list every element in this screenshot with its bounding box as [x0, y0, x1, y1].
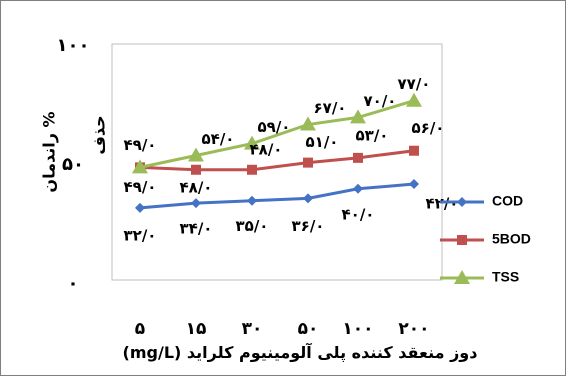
series-layer — [132, 92, 422, 213]
data-label: ۵۶/۰ — [412, 119, 445, 137]
data-point — [457, 235, 467, 245]
data-point — [454, 270, 470, 284]
data-label: ۵۱/۰ — [306, 133, 339, 151]
data-point — [191, 198, 201, 209]
data-labels: ۳۲/۰ ۳۴/۰ ۳۵/۰ ۳۶/۰ ۴۰/۰ ۴۲/۰ ۴۹/۰ ۴۸/۰ ۴۸/۰ ۵۱/۰… — [124, 75, 459, 244]
data-label: ۶۷/۰ — [314, 99, 347, 117]
x-tick-label: ۵۰ — [298, 319, 319, 339]
legend-label: COD — [492, 193, 523, 209]
data-label: ۴۰/۰ — [342, 205, 375, 223]
data-point — [132, 159, 148, 174]
data-label: ۳۴/۰ — [180, 220, 213, 238]
data-label: ۴۹/۰ — [124, 178, 157, 196]
data-label: ۳۲/۰ — [124, 226, 157, 244]
legend-label: 5BOD — [492, 231, 531, 247]
data-point — [191, 164, 201, 175]
data-label: ۴۲/۰ — [426, 195, 459, 213]
y-tick-label: ۰ — [68, 273, 79, 294]
data-label: ۷۰/۰ — [364, 92, 397, 110]
data-label: ۴۹/۰ — [124, 136, 157, 154]
x-axis-ticks: ۵ ۱۵ ۳۰ ۵۰ ۱۰۰ ۲۰۰ — [135, 319, 430, 339]
y-axis-title-line1: % راندمان — [40, 111, 59, 192]
x-tick-label: ۵ — [135, 319, 145, 339]
x-tick-label: ۱۵ — [186, 319, 207, 339]
data-label: ۷۷/۰ — [398, 75, 431, 93]
series-line — [139, 182, 415, 210]
legend-item-tss: TSS — [440, 269, 519, 285]
data-point — [457, 197, 467, 207]
data-label: ۳۶/۰ — [292, 217, 325, 235]
data-point — [303, 193, 313, 204]
data-point — [247, 164, 257, 175]
legend: COD 5BOD TSS — [440, 193, 531, 285]
data-label: ۴۸/۰ — [250, 140, 283, 158]
data-point — [188, 147, 204, 162]
plot-area — [111, 43, 443, 281]
data-point — [353, 183, 363, 194]
x-tick-label: ۳۰ — [242, 319, 263, 339]
x-tick-label: ۲۰۰ — [398, 319, 429, 339]
data-point — [353, 152, 363, 163]
legend-item-cod: COD — [440, 193, 523, 209]
y-axis-ticks: ۰ ۵۰ ۱۰۰ — [57, 35, 90, 294]
series-tss — [132, 92, 422, 174]
legend-item-5bod: 5BOD — [440, 231, 531, 247]
legend-label: TSS — [492, 269, 519, 285]
data-label: ۵۴/۰ — [202, 130, 235, 148]
data-point — [406, 92, 422, 107]
data-label: ۴۸/۰ — [180, 178, 213, 196]
data-point — [300, 116, 316, 131]
data-point — [244, 135, 260, 150]
data-label: ۳۵/۰ — [236, 217, 269, 235]
data-point — [247, 195, 257, 206]
data-point — [409, 179, 419, 190]
data-point — [135, 202, 145, 213]
data-label: ۵۳/۰ — [356, 126, 389, 144]
series-line — [139, 149, 415, 172]
data-label: ۵۹/۰ — [258, 118, 291, 136]
data-point — [303, 157, 313, 168]
series-cod — [135, 179, 419, 213]
y-tick-label: ۵۰ — [62, 154, 84, 175]
data-point — [409, 145, 419, 156]
x-tick-label: ۱۰۰ — [342, 319, 373, 339]
series-line — [139, 99, 415, 169]
y-axis-title: % راندمان حذف — [40, 111, 109, 192]
data-point — [350, 109, 366, 124]
x-axis-title: دوز منعقد کننده پلی آلومینیوم کلراید (mg… — [123, 342, 478, 363]
y-tick-label: ۱۰۰ — [57, 35, 90, 56]
y-axis-title-line2: حذف — [90, 115, 109, 154]
